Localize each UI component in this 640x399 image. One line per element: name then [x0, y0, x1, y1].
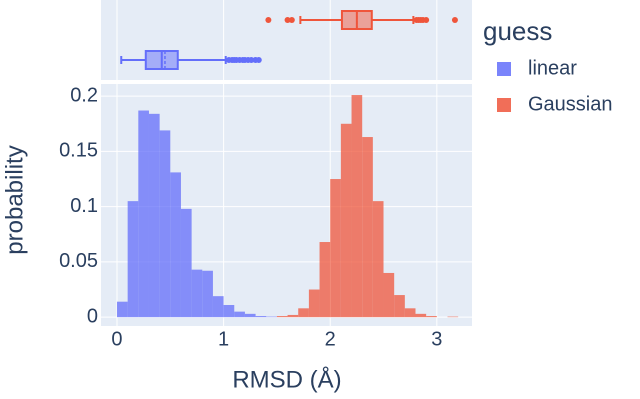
y-tick-label: 0.2	[70, 84, 98, 106]
histogram-bar	[351, 95, 363, 318]
legend-title: guess	[483, 16, 552, 46]
box-outlier	[423, 17, 430, 23]
x-tick-label: 2	[325, 328, 336, 350]
histogram-bar	[202, 270, 213, 318]
legend-label: linear	[528, 57, 577, 79]
histogram-bar	[170, 172, 181, 318]
legend-swatch	[497, 62, 511, 76]
histogram-bar	[362, 137, 373, 318]
histogram-bar	[383, 272, 395, 318]
histogram-bar	[308, 289, 320, 318]
histogram-bar	[138, 110, 149, 318]
histogram-bar	[255, 316, 267, 318]
histogram-bar	[159, 130, 171, 318]
histogram-bar	[266, 316, 277, 318]
legend-label: Gaussian	[528, 93, 613, 115]
box-outlier	[265, 17, 272, 23]
histogram-bar	[447, 316, 459, 318]
y-tick-label: 0.15	[59, 140, 98, 162]
box-outlier	[288, 17, 295, 23]
histogram-bar	[404, 308, 416, 318]
histogram-bar	[234, 311, 245, 318]
histogram-bar	[244, 313, 256, 318]
y-axis-title: probability	[1, 145, 28, 254]
x-tick-label: 1	[218, 328, 229, 350]
x-axis-title: RMSD (Å)	[232, 365, 341, 393]
histogram-bar	[372, 201, 384, 318]
histogram-bar	[298, 308, 309, 318]
histogram-bar	[191, 269, 203, 318]
y-tick-label: 0.05	[59, 250, 98, 272]
y-tick-label: 0	[87, 305, 98, 327]
histogram-bar	[340, 123, 352, 318]
box-outlier	[248, 57, 255, 63]
histogram-bar	[223, 305, 235, 318]
histogram-bar	[180, 208, 192, 318]
box-outlier	[284, 17, 291, 23]
histogram-bar	[330, 179, 341, 318]
histogram-bar	[426, 316, 437, 318]
x-tick-label: 3	[431, 328, 442, 350]
histogram-bar	[394, 295, 405, 318]
histogram-bar	[276, 316, 288, 318]
histogram-bar	[116, 301, 128, 318]
histogram-bar	[127, 201, 139, 318]
x-tick-label: 0	[111, 328, 122, 350]
histogram-bar	[212, 296, 224, 318]
histogram-bar	[319, 242, 331, 318]
histogram-bar	[148, 113, 160, 318]
y-tick-label: 0.1	[70, 195, 98, 217]
histogram-bar	[415, 313, 427, 318]
box-outlier	[451, 17, 458, 23]
legend-swatch	[497, 98, 511, 112]
box-outlier	[255, 57, 262, 63]
histogram-bar	[287, 314, 299, 318]
